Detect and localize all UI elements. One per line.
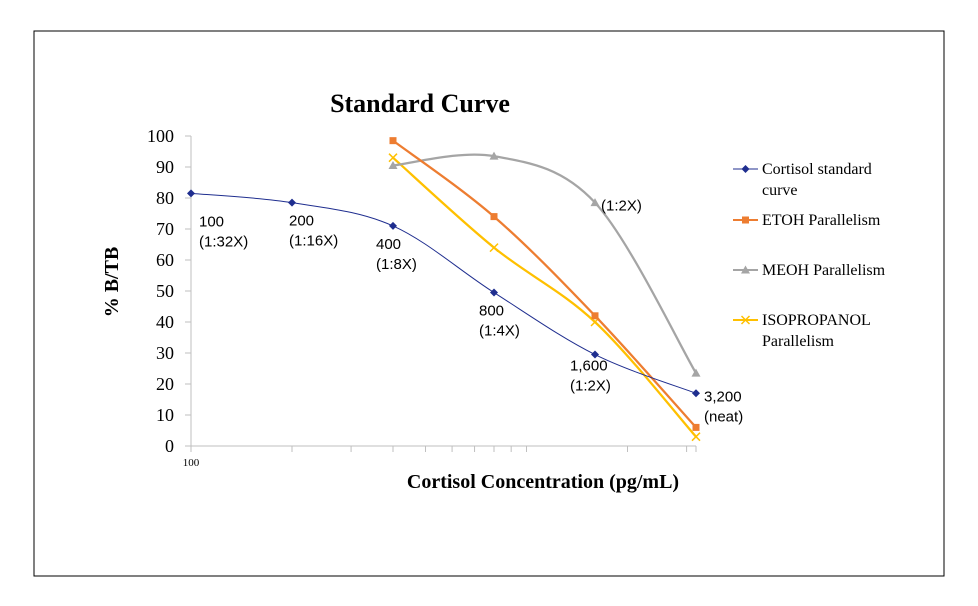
y-tick-label: 50: [156, 281, 174, 301]
legend-label: ETOH Parallelism: [762, 212, 881, 229]
data-point: [288, 198, 296, 207]
data-point: [591, 350, 599, 359]
legend: Cortisol standard curve ETOH Parallelism ME…: [733, 161, 886, 350]
data-label-line: 3,200: [704, 388, 742, 405]
legend-entry-etoh-parallelism: ETOH Parallelism: [733, 212, 881, 229]
series-layer: [187, 137, 701, 442]
axes: 0 10 20 30 40 50 60 70 80 90 100 100: [147, 126, 697, 469]
data-point: [388, 160, 398, 169]
data-label: 200 (1:16X): [289, 213, 338, 250]
data-label: (1:2X): [601, 198, 642, 215]
y-tick-label: 10: [156, 405, 174, 425]
series-line: [392, 139, 697, 429]
series-isopropanol-parallelism: [388, 153, 701, 442]
data-point: [692, 423, 700, 431]
data-label-line: (1:32X): [199, 233, 248, 250]
legend-label: Cortisol standard curve: [762, 161, 872, 199]
data-label-line: 800: [479, 303, 504, 320]
chart-title: Standard Curve: [330, 89, 510, 118]
y-axis-label: % B/TB: [101, 247, 123, 318]
x-axis-label: Cortisol Concentration (pg/mL): [407, 471, 679, 493]
legend-label-line: Cortisol standard: [762, 161, 872, 178]
data-label: 400 (1:8X): [376, 236, 417, 273]
data-point: [389, 137, 397, 145]
x-tick-label: 100: [183, 457, 200, 469]
y-tick-label: 0: [165, 436, 174, 456]
data-point: [489, 151, 499, 160]
legend-label-line: curve: [762, 182, 798, 199]
marker-stroke: [388, 153, 398, 163]
data-point: [590, 198, 600, 207]
data-label: 100 (1:32X): [199, 213, 248, 250]
legend-entry-meoh-parallelism: MEOH Parallelism: [733, 262, 886, 279]
data-point: [490, 213, 498, 221]
data-point: [388, 153, 398, 163]
data-label-line: 400: [376, 236, 401, 253]
legend-label: ISOPROPANOL Parallelism: [762, 312, 871, 350]
data-label-line: 100: [199, 213, 224, 230]
y-tick-label: 20: [156, 374, 174, 394]
data-point: [691, 432, 701, 442]
legend-entry-cortisol-standard-curve: Cortisol standard curve: [733, 161, 872, 199]
y-tick-label: 30: [156, 343, 174, 363]
marker-stroke: [691, 432, 701, 442]
marker-stroke: [489, 243, 499, 253]
legend-label: MEOH Parallelism: [762, 262, 886, 279]
data-label: 800 (1:4X): [479, 303, 520, 340]
legend-swatch-marker: [742, 216, 749, 224]
chart-frame: [33, 30, 945, 577]
data-label-line: (1:16X): [289, 233, 338, 250]
y-tick-label: 90: [156, 157, 174, 177]
data-point: [691, 368, 701, 377]
legend-swatch-marker: [740, 315, 751, 325]
data-point: [389, 221, 397, 230]
y-tick-label: 60: [156, 250, 174, 270]
series-line: [392, 153, 697, 374]
data-label-line: (1:8X): [376, 256, 417, 273]
data-label-line: 200: [289, 213, 314, 230]
data-point: [591, 312, 599, 320]
legend-entry-isopropanol-parallelism: ISOPROPANOL Parallelism: [733, 312, 871, 350]
series-line: [392, 156, 697, 438]
legend-label-line: ISOPROPANOL: [762, 312, 871, 329]
annotation-layer: 100 (1:32X) 200 (1:16X) 400 (1:8X) 800 (1:4X) 1,…: [199, 198, 743, 426]
data-label-line: (neat): [704, 408, 743, 425]
data-label: 3,200 (neat): [704, 388, 743, 425]
y-tick-label: 70: [156, 219, 174, 239]
legend-swatch-marker: [741, 165, 750, 173]
data-point: [187, 189, 195, 198]
data-point: [692, 389, 700, 398]
series-cortisol-standard-curve: [187, 189, 700, 398]
series-meoh-parallelism: [388, 151, 701, 377]
legend-label-line: Parallelism: [762, 333, 835, 350]
y-tick-label: 100: [147, 126, 174, 146]
y-tick-label: 40: [156, 312, 174, 332]
data-label-line: (1:4X): [479, 323, 520, 340]
marker-stroke: [740, 315, 751, 325]
data-label-line: (1:2X): [570, 378, 611, 395]
data-label-line: 1,600: [570, 358, 608, 375]
y-tick-label: 80: [156, 188, 174, 208]
data-point: [490, 288, 498, 297]
series-line: [190, 192, 697, 394]
data-label-line: (1:2X): [601, 198, 642, 215]
data-label: 1,600 (1:2X): [570, 358, 611, 395]
legend-swatch-marker: [741, 265, 750, 274]
data-point: [489, 243, 499, 253]
series-etoh-parallelism: [389, 137, 700, 431]
